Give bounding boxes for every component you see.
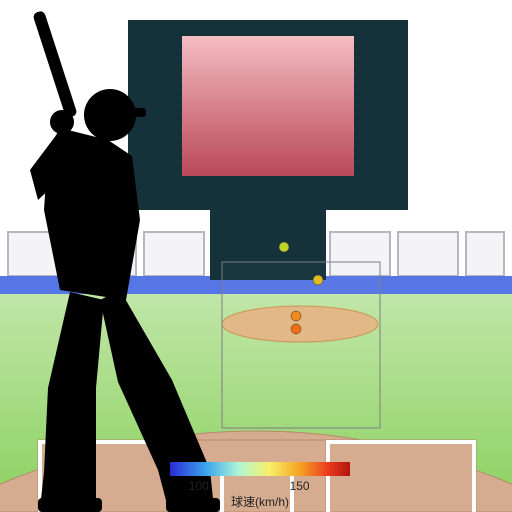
strike-zone xyxy=(222,262,380,428)
legend-tick: 150 xyxy=(290,479,310,493)
pitch-marker xyxy=(279,242,289,252)
pitch-marker xyxy=(313,275,323,285)
pitch-location-chart: 100 150 球速(km/h) xyxy=(0,0,512,512)
pitch-marker xyxy=(291,311,301,321)
pitch-marker xyxy=(291,324,301,334)
scoreboard-screen xyxy=(182,36,354,176)
legend-label: 球速(km/h) xyxy=(231,495,289,509)
legend-tick: 100 xyxy=(189,479,209,493)
